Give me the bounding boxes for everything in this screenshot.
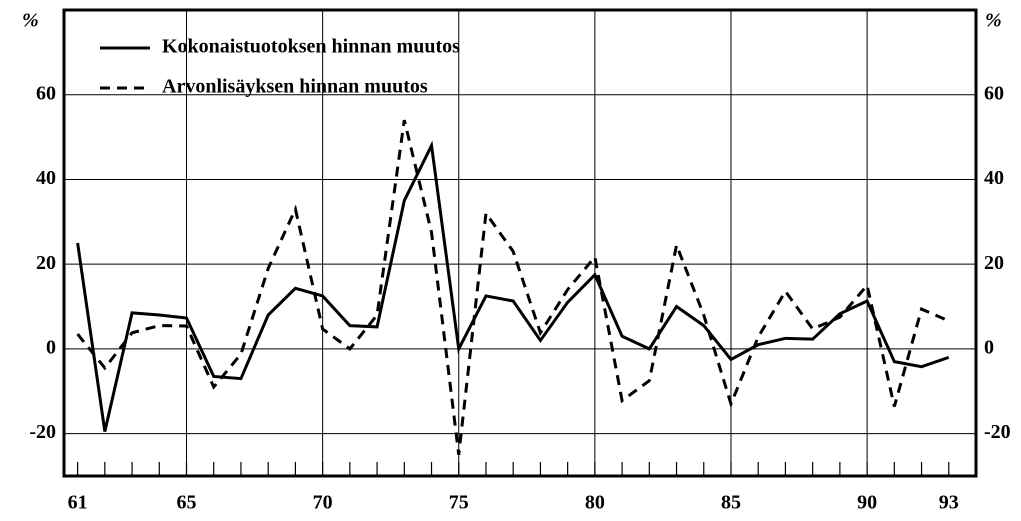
x-tick-label: 61: [68, 492, 88, 514]
y-tick-label: 20: [36, 252, 56, 274]
x-tick-label: 85: [721, 492, 741, 514]
y2-tick-label: 20: [984, 252, 1004, 274]
x-tick-label: 65: [177, 492, 197, 514]
y-tick-label: -20: [29, 421, 56, 443]
y-tick-label: 60: [36, 82, 56, 104]
data-line: [76, 140, 950, 432]
y2-tick-label: 40: [984, 167, 1004, 189]
y2-axis-label: %: [985, 10, 1002, 32]
x-tick-label: 75: [449, 492, 469, 514]
y2-tick-label: 0: [984, 337, 994, 359]
x-tick-label: 93: [939, 492, 959, 514]
y2-tick-label: 60: [984, 82, 1004, 104]
x-tick-label: 90: [857, 492, 877, 514]
y-tick-label: 0: [46, 337, 56, 359]
legend-label: Arvonlisäyksen hinnan muutos: [162, 76, 428, 98]
y-tick-label: 40: [36, 167, 56, 189]
y2-tick-label: -20: [984, 421, 1011, 443]
y-axis-label: %: [22, 10, 39, 32]
legend-label: Kokonaistuotoksen hinnan muutos: [162, 36, 460, 58]
x-tick-label: 80: [585, 492, 605, 514]
x-tick-label: 70: [313, 492, 333, 514]
plot-frame: [62, 8, 978, 478]
data-line: [76, 119, 950, 456]
